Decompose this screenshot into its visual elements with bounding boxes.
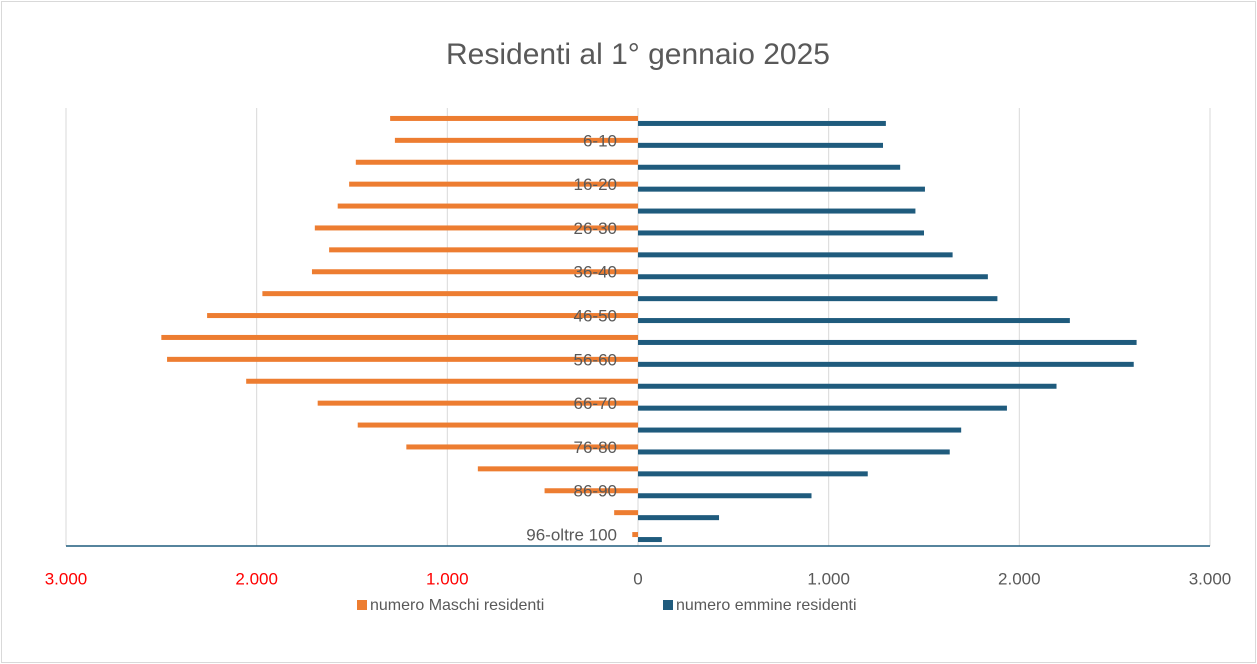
y-tick-label: 6-10	[583, 131, 617, 150]
y-tick-label: 66-70	[574, 394, 617, 413]
y-tick-label: 96-oltre 100	[526, 526, 617, 545]
bar	[355, 159, 638, 165]
legend-swatch	[357, 600, 367, 610]
y-tick-label: 86-90	[574, 482, 617, 501]
x-tick-label: 3.000	[45, 569, 88, 588]
bar	[357, 422, 638, 428]
bar	[638, 208, 916, 214]
bar	[638, 471, 868, 477]
bar	[544, 488, 638, 494]
bar	[638, 186, 925, 192]
y-tick-label: 46-50	[574, 307, 617, 326]
y-tick-label: 76-80	[574, 438, 617, 457]
bar	[311, 269, 638, 275]
bar	[638, 537, 662, 543]
bar	[638, 252, 953, 258]
x-tick-label: 3.000	[1189, 569, 1232, 588]
bar	[207, 313, 639, 319]
bar	[638, 142, 884, 148]
y-tick-label: 56-60	[574, 350, 617, 369]
bar	[406, 444, 638, 450]
bar	[317, 400, 638, 406]
x-tick-label: 1.000	[426, 569, 469, 588]
bar	[614, 510, 638, 516]
bar	[638, 383, 1057, 389]
legend-swatch	[663, 600, 673, 610]
bar	[638, 318, 1070, 324]
bar	[329, 247, 638, 253]
bar	[638, 405, 1007, 411]
x-tick-label: 2.000	[998, 569, 1041, 588]
x-tick-label: 2.000	[235, 569, 278, 588]
bar	[638, 120, 886, 126]
bar	[638, 296, 998, 302]
bar	[638, 449, 950, 455]
bar	[167, 356, 638, 362]
bar	[394, 137, 638, 143]
bar	[262, 291, 638, 297]
bar	[638, 427, 962, 433]
bar	[337, 203, 638, 209]
bar	[638, 493, 812, 499]
y-tick-label: 36-40	[574, 263, 617, 282]
bar	[638, 274, 988, 280]
bar	[161, 334, 639, 340]
legend-label: numero emmine residenti	[676, 597, 857, 614]
x-tick-label: 0	[633, 569, 642, 588]
bar	[638, 361, 1134, 367]
bar	[638, 164, 901, 170]
bar	[477, 466, 638, 472]
bar	[638, 515, 720, 521]
bar	[638, 339, 1137, 345]
bar	[390, 115, 638, 121]
bar	[314, 225, 638, 231]
y-tick-label: 26-30	[574, 219, 617, 238]
y-tick-label: 16-20	[574, 175, 617, 194]
x-tick-label: 1.000	[807, 569, 850, 588]
bar	[349, 181, 638, 187]
bar	[638, 230, 924, 236]
bar	[246, 378, 638, 384]
bar	[632, 532, 638, 538]
chart-title: Residenti al 1° gennaio 2025	[446, 38, 830, 71]
legend-label: numero Maschi residenti	[370, 597, 544, 614]
